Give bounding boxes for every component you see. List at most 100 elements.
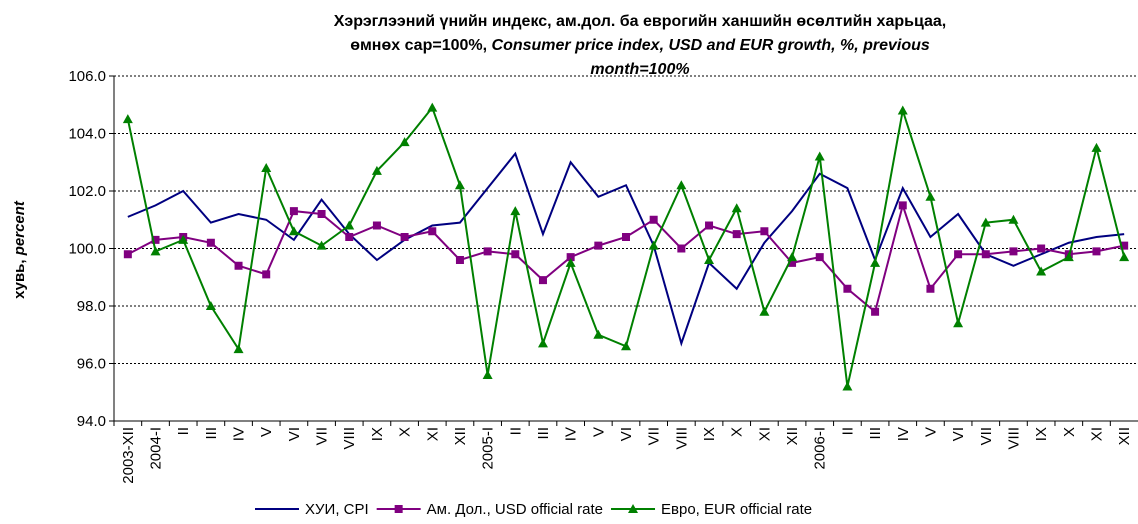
marker [628, 504, 639, 513]
y-tick-label: 106.0 [68, 68, 106, 85]
x-tick-label: V [258, 427, 275, 437]
marker [622, 233, 630, 241]
marker [510, 206, 521, 216]
marker [677, 244, 686, 253]
marker [732, 230, 741, 239]
x-tick-label: IX [369, 427, 386, 441]
x-tick-label: XI [424, 427, 441, 441]
x-tick-label: XI [756, 427, 773, 441]
marker [537, 338, 548, 348]
marker [1008, 214, 1019, 224]
marker [814, 151, 825, 161]
legend-item: Евро, EUR official rate [611, 501, 812, 518]
marker [345, 233, 354, 241]
y-label-part: percent [11, 200, 28, 256]
y-axis-label: хувь, percent [11, 200, 28, 299]
marker [1120, 241, 1129, 250]
x-tick-label: VIII [673, 427, 690, 450]
y-tick-label: 104.0 [68, 126, 106, 143]
marker [262, 270, 271, 279]
chart-title: month=100% [590, 61, 689, 78]
x-tick-label: XI [1088, 427, 1105, 441]
marker [981, 250, 990, 259]
x-tick-label: VII [978, 427, 995, 445]
legend-label: Евро, EUR official rate [661, 501, 812, 518]
marker [759, 306, 770, 316]
y-tick-label: 94.0 [77, 413, 106, 430]
marker [1091, 142, 1102, 152]
marker [206, 238, 215, 247]
x-tick-label: 2003-XII [120, 427, 137, 484]
x-tick-label: X [397, 427, 414, 437]
marker [705, 221, 714, 230]
x-tick-label: VI [618, 427, 635, 441]
x-tick-label: III [867, 427, 884, 440]
x-tick-label: 2004-I [148, 427, 165, 470]
x-tick-label: III [203, 427, 220, 440]
marker [122, 114, 133, 124]
x-tick-label: IX [1033, 427, 1050, 441]
y-label-part: хувь, [11, 259, 28, 298]
x-tick-label: II [175, 427, 192, 435]
title-part: өмнөх сар=100%, [350, 37, 487, 54]
y-tick-label: 96.0 [77, 356, 106, 373]
x-tick-label: VIII [341, 427, 358, 450]
marker [621, 341, 631, 351]
y-tick-label: 98.0 [77, 298, 106, 315]
marker [648, 240, 659, 250]
marker [1037, 244, 1046, 253]
chart-title: өмнөх сар=100%, Consumer price index, US… [350, 37, 930, 54]
marker [372, 221, 381, 230]
marker [704, 255, 715, 264]
x-tick-label: II [507, 427, 524, 435]
x-tick-label: XII [452, 427, 469, 445]
marker [428, 227, 437, 236]
x-tick-label: XII [784, 427, 801, 445]
marker [511, 250, 520, 259]
x-tick-label: XII [1116, 427, 1133, 445]
x-tick-label: VI [950, 427, 967, 441]
marker [815, 253, 824, 262]
chart-title: Хэрэглээний үнийн индекс, ам.дол. ба евр… [334, 13, 946, 30]
marker [151, 235, 160, 244]
x-tick-label: X [1061, 427, 1078, 437]
marker [371, 165, 382, 175]
marker [566, 253, 575, 262]
marker [150, 246, 161, 256]
marker [842, 381, 853, 391]
marker [261, 163, 272, 172]
x-tick-label: IV [563, 427, 580, 441]
marker [483, 247, 492, 256]
x-tick-label: VI [286, 427, 303, 441]
x-tick-label: IX [701, 427, 718, 441]
marker [980, 217, 991, 227]
marker [926, 284, 935, 293]
marker [1009, 247, 1018, 256]
marker [731, 203, 742, 213]
legend-item: Ам. Дол., USD official rate [376, 501, 603, 518]
marker [788, 258, 797, 267]
marker [344, 220, 355, 230]
marker [1119, 252, 1130, 262]
x-tick-label: II [839, 427, 856, 435]
marker [123, 250, 132, 259]
marker [870, 257, 881, 267]
marker [953, 318, 964, 328]
x-tick-label: VII [314, 427, 331, 445]
marker [1063, 252, 1074, 262]
marker [925, 191, 936, 201]
legend-item: ХУИ, CPI [255, 501, 369, 518]
marker [760, 227, 769, 236]
marker [898, 201, 907, 210]
y-tick-label: 100.0 [68, 241, 106, 258]
marker [649, 215, 658, 224]
marker [427, 102, 438, 112]
x-tick-label: VIII [1005, 427, 1022, 450]
x-tick-label: III [535, 427, 552, 440]
marker [317, 210, 326, 218]
legend-label: ХУИ, CPI [305, 501, 369, 518]
marker [897, 105, 908, 115]
marker [593, 329, 604, 339]
marker [289, 207, 298, 216]
